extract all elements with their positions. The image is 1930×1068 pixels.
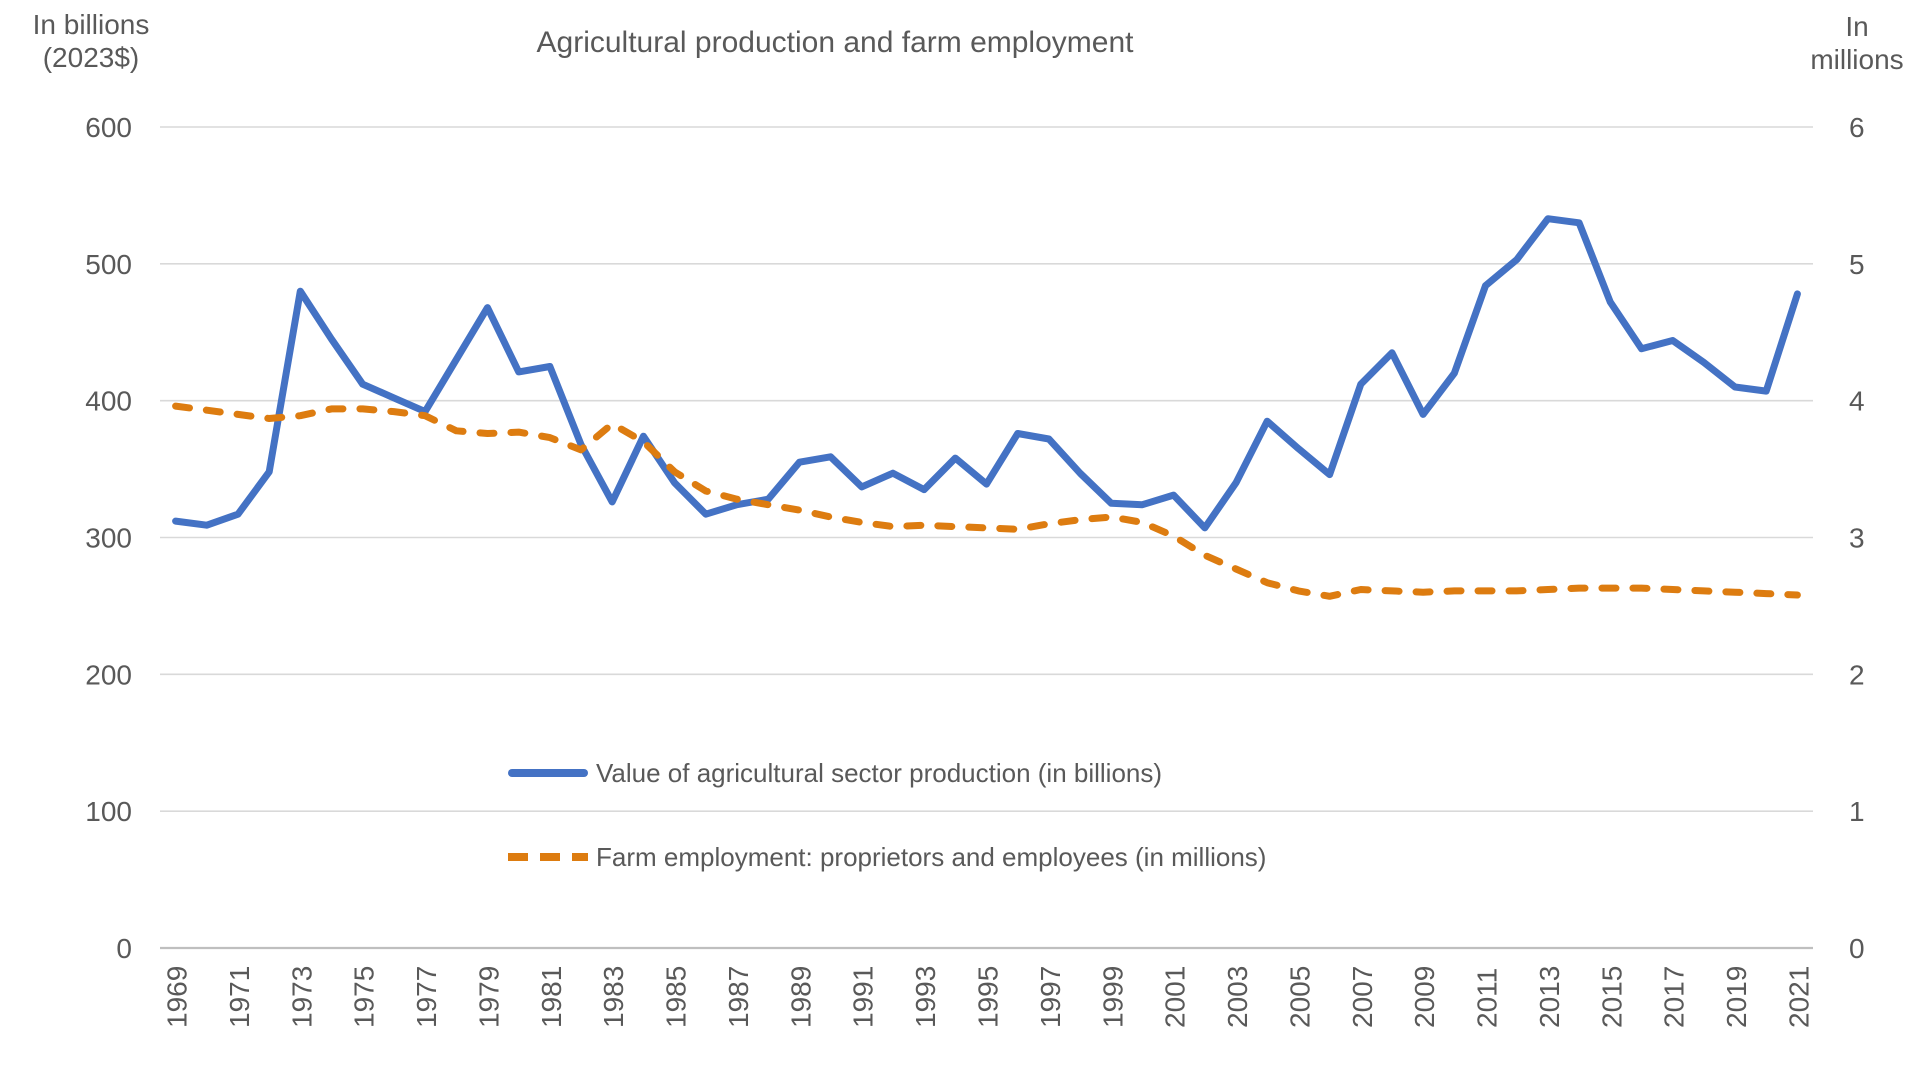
svg-text:1993: 1993 bbox=[910, 966, 941, 1028]
chart-title: Agricultural production and farm employm… bbox=[536, 26, 1134, 59]
employment-line-swatch bbox=[508, 853, 588, 861]
svg-text:2009: 2009 bbox=[1409, 966, 1440, 1028]
svg-text:1983: 1983 bbox=[598, 966, 629, 1028]
svg-text:6: 6 bbox=[1849, 112, 1865, 143]
legend-entry-production: Value of agricultural sector production … bbox=[508, 756, 1162, 790]
left-axis-title-line1: In billions bbox=[32, 9, 150, 40]
right-axis-title-line2: millions bbox=[1810, 44, 1904, 76]
svg-text:2011: 2011 bbox=[1472, 968, 1503, 1028]
left-axis-title: In billions (2023$) bbox=[6, 8, 176, 74]
svg-text:2007: 2007 bbox=[1347, 966, 1378, 1028]
svg-text:1975: 1975 bbox=[349, 966, 380, 1028]
svg-text:2017: 2017 bbox=[1659, 966, 1690, 1028]
svg-text:1981: 1981 bbox=[536, 966, 567, 1028]
x-axis-tick-labels: 1969 1971 1973 1975 1977 1979 1981 1983 1985 1987… bbox=[162, 966, 1815, 1028]
svg-text:2005: 2005 bbox=[1284, 966, 1315, 1028]
left-axis-tick-labels: 600 500 400 300 200 100 0 bbox=[85, 112, 132, 964]
svg-text:1969: 1969 bbox=[162, 966, 193, 1028]
svg-text:1985: 1985 bbox=[661, 966, 692, 1028]
svg-text:2015: 2015 bbox=[1596, 966, 1627, 1028]
svg-text:2021: 2021 bbox=[1783, 966, 1814, 1028]
svg-text:3: 3 bbox=[1849, 523, 1865, 554]
svg-text:1991: 1991 bbox=[848, 966, 879, 1028]
svg-text:1997: 1997 bbox=[1035, 966, 1066, 1028]
svg-text:2: 2 bbox=[1849, 659, 1865, 690]
production-line bbox=[172, 215, 1801, 532]
svg-text:500: 500 bbox=[85, 249, 132, 280]
svg-text:400: 400 bbox=[85, 386, 132, 417]
svg-text:2001: 2001 bbox=[1160, 966, 1191, 1028]
svg-text:1: 1 bbox=[1849, 796, 1865, 827]
svg-text:5: 5 bbox=[1849, 249, 1865, 280]
svg-text:1995: 1995 bbox=[973, 966, 1004, 1028]
svg-text:100: 100 bbox=[85, 796, 132, 827]
svg-text:1999: 1999 bbox=[1097, 966, 1128, 1028]
left-axis-title-line2: (2023$) bbox=[42, 42, 140, 74]
svg-text:1977: 1977 bbox=[411, 966, 442, 1028]
svg-text:300: 300 bbox=[85, 523, 132, 554]
right-axis-tick-labels: 6 5 4 3 2 1 0 bbox=[1849, 112, 1865, 964]
svg-text:1989: 1989 bbox=[785, 966, 816, 1028]
svg-text:200: 200 bbox=[85, 659, 132, 690]
svg-text:2013: 2013 bbox=[1534, 966, 1565, 1028]
svg-text:1971: 1971 bbox=[224, 966, 255, 1028]
right-axis-title: In millions bbox=[1786, 10, 1928, 76]
legend-label-employment: Farm employment: proprietors and employe… bbox=[596, 841, 1267, 872]
svg-text:1979: 1979 bbox=[473, 966, 504, 1028]
legend-entry-employment: Farm employment: proprietors and employe… bbox=[508, 840, 1266, 874]
legend-label-production: Value of agricultural sector production … bbox=[596, 757, 1163, 788]
svg-text:4: 4 bbox=[1849, 386, 1865, 417]
svg-text:1973: 1973 bbox=[286, 966, 317, 1028]
svg-text:2003: 2003 bbox=[1222, 966, 1253, 1028]
gridlines bbox=[160, 126, 1813, 950]
svg-text:600: 600 bbox=[85, 112, 132, 143]
svg-text:0: 0 bbox=[1849, 933, 1865, 964]
right-axis-title-line1: In bbox=[1845, 11, 1869, 42]
employment-line bbox=[172, 402, 1801, 600]
svg-text:1987: 1987 bbox=[723, 966, 754, 1028]
production-line-swatch bbox=[508, 769, 588, 777]
svg-text:0: 0 bbox=[116, 933, 132, 964]
svg-text:2019: 2019 bbox=[1721, 966, 1752, 1028]
